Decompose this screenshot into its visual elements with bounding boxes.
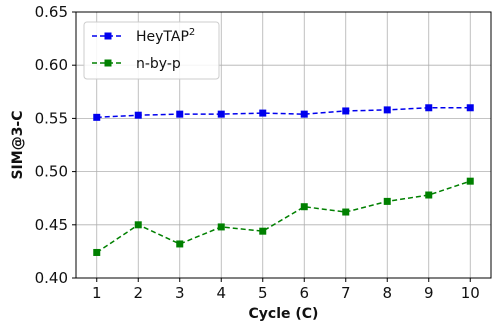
y-tick-label: 0.65	[35, 3, 68, 21]
series-layer	[93, 104, 474, 256]
series-0	[93, 104, 474, 121]
plot-frame	[75, 11, 492, 279]
data-point	[342, 208, 350, 216]
data-point	[93, 113, 101, 121]
y-axis-title: SIM@3-C	[10, 110, 26, 179]
legend-marker	[104, 32, 112, 40]
data-point	[259, 227, 267, 235]
data-point	[259, 109, 267, 117]
legend-items: HeyTAP2 n-by-p	[92, 27, 195, 72]
x-tick-label: 6	[299, 284, 309, 302]
legend-entry: HeyTAP2	[92, 27, 195, 45]
x-tick-label: 9	[424, 284, 434, 302]
y-tick-label: 0.45	[35, 216, 68, 234]
series-line	[96, 180, 471, 254]
legend-label: HeyTAP2	[136, 27, 195, 45]
data-point	[93, 248, 101, 256]
x-tick-label: 4	[216, 284, 226, 302]
legend-label-text: n-by-p	[136, 56, 181, 72]
x-tick-label: 10	[461, 284, 480, 302]
x-tick-label: 1	[92, 284, 102, 302]
x-tick-label: 2	[133, 284, 143, 302]
data-point	[383, 106, 391, 114]
y-tick-label: 0.55	[35, 109, 68, 127]
series-1	[93, 177, 474, 256]
data-point	[134, 221, 142, 229]
data-point	[217, 223, 225, 231]
data-point	[134, 111, 142, 119]
y-tick-label: 0.60	[35, 56, 68, 74]
y-tick-label: 0.50	[35, 163, 68, 181]
legend-label: n-by-p	[136, 56, 181, 72]
legend-label-superscript: 2	[189, 27, 195, 38]
x-tick-label: 8	[382, 284, 392, 302]
x-tick-label: 3	[175, 284, 185, 302]
data-point	[425, 191, 433, 199]
y-tick-label: 0.40	[35, 269, 68, 287]
legend-marker	[104, 59, 112, 67]
data-point	[176, 240, 184, 248]
data-point	[217, 110, 225, 118]
x-axis-title: Cycle (C)	[249, 306, 319, 322]
x-tick-label: 7	[341, 284, 351, 302]
series-line	[96, 107, 471, 119]
axis-ticks: 0.40 0.45 0.50 0.55 0.60 0.65 1 2 3 4 5 6 7 8 9 10	[35, 3, 480, 302]
data-point	[300, 110, 308, 118]
data-point	[176, 110, 184, 118]
data-point	[383, 197, 391, 205]
x-tick-label: 5	[258, 284, 268, 302]
legend: HeyTAP2 n-by-p	[83, 21, 220, 80]
data-point	[300, 203, 308, 211]
data-point	[342, 107, 350, 115]
data-point	[425, 104, 433, 112]
legend-entry: n-by-p	[92, 56, 181, 72]
legend-label-text: HeyTAP	[136, 29, 189, 45]
data-point	[466, 104, 474, 112]
data-point	[466, 177, 474, 185]
